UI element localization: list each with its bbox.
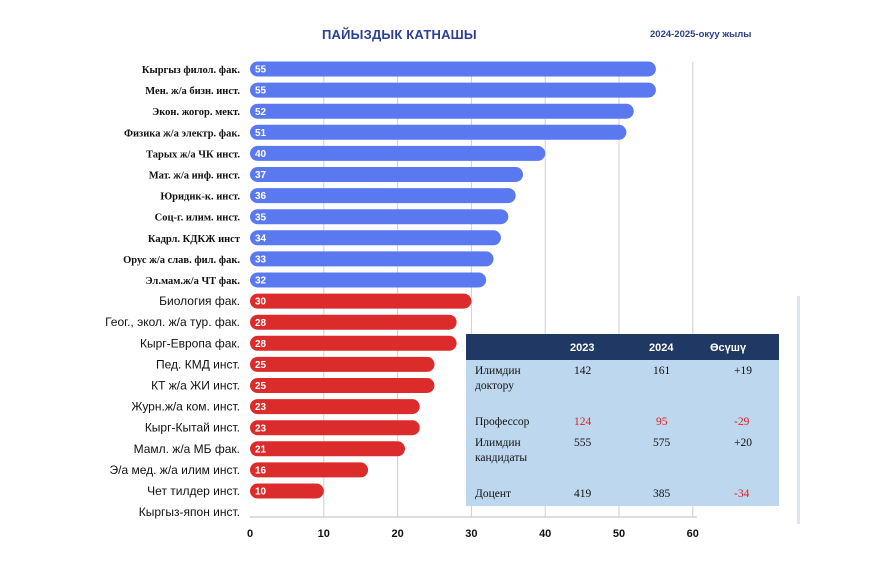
row-label: доктору xyxy=(475,380,515,392)
bar xyxy=(250,82,656,98)
cell-2024: 161 xyxy=(653,365,671,377)
bar xyxy=(250,314,457,330)
bar xyxy=(250,378,435,393)
row-label: Профессор xyxy=(475,416,530,428)
category-label: Пед. КМД инст. xyxy=(156,357,240,371)
category-label: Биология фак. xyxy=(159,294,240,308)
category-label: Кыргыз филол. фак. xyxy=(142,65,240,76)
bar xyxy=(250,61,656,77)
category-label: Чет тилдер инст. xyxy=(147,484,240,498)
header-growth: Өсүшү xyxy=(710,342,747,354)
category-label: КТ ж/а ЖИ инст. xyxy=(151,379,240,393)
category-label: Мамл. ж/а МБ фак. xyxy=(134,442,240,456)
bar-value-label: 33 xyxy=(255,255,267,266)
bar xyxy=(250,441,405,457)
bar-value-label: 10 xyxy=(255,487,267,498)
bar-value-label: 35 xyxy=(255,212,267,223)
category-label: Кадрл. КДКЖ инст xyxy=(148,234,241,245)
bar xyxy=(250,462,369,478)
bar-value-label: 40 xyxy=(255,149,267,160)
cell-2023: 124 xyxy=(574,416,592,428)
x-tick-label: 30 xyxy=(465,528,477,540)
cell-growth: -29 xyxy=(734,416,750,428)
bar-value-label: 52 xyxy=(255,107,267,118)
x-tick-label: 60 xyxy=(687,528,699,540)
x-tick-label: 10 xyxy=(318,528,330,540)
category-label: Мен. ж/а бизн. инст. xyxy=(145,86,240,97)
category-label: Физика ж/а электр. фак. xyxy=(124,128,240,139)
bar-value-label: 32 xyxy=(255,276,267,287)
bar-value-label: 23 xyxy=(255,423,267,434)
table-header-row: 2023 2024 Өсүшү xyxy=(466,336,779,360)
bar xyxy=(250,209,509,225)
bar-value-label: 34 xyxy=(255,233,267,244)
bar-value-label: 25 xyxy=(255,381,267,392)
header-2023: 2023 xyxy=(570,342,595,354)
bar xyxy=(250,251,494,267)
row-label: кандидаты xyxy=(475,452,528,464)
bar xyxy=(250,272,487,288)
category-label: Тарых ж/а ЧК инст. xyxy=(146,149,240,160)
cell-growth: +20 xyxy=(734,437,752,449)
cell-growth: -34 xyxy=(734,488,750,500)
bar xyxy=(250,188,516,204)
bar xyxy=(250,293,472,309)
category-label: Экон. жогор. мект. xyxy=(152,107,240,118)
category-label: Кыргыз-япон инст. xyxy=(139,505,240,519)
panel-edge xyxy=(797,296,800,524)
category-label: Кырг-Европа фак. xyxy=(140,336,240,350)
bar-value-label: 16 xyxy=(255,466,267,477)
bar-value-label: 37 xyxy=(255,170,267,181)
bar-value-label: 21 xyxy=(255,444,267,455)
bar-value-label: 30 xyxy=(255,297,267,308)
x-tick-label: 40 xyxy=(539,528,551,540)
x-tick-label: 20 xyxy=(391,528,403,540)
category-label: Кырг-Кытай инст. xyxy=(145,421,240,435)
bar xyxy=(250,103,634,119)
bar-value-label: 25 xyxy=(255,360,267,371)
cell-2024: 95 xyxy=(656,416,668,428)
bar xyxy=(250,230,501,246)
category-label: Юридик-к. инст. xyxy=(160,192,240,203)
x-tick-label: 50 xyxy=(613,528,625,540)
category-label: Журн.ж/а ком. инст. xyxy=(131,400,240,414)
x-tick-label: 0 xyxy=(247,528,253,540)
bar xyxy=(250,145,546,161)
category-label: Мат. ж/а инф. инст. xyxy=(149,171,241,182)
row-label: Илимдин xyxy=(475,437,521,449)
row-label: Илимдин xyxy=(475,365,521,377)
category-label: Соц-г. илим. инст. xyxy=(155,213,241,224)
bar xyxy=(250,167,524,182)
bar-value-label: 55 xyxy=(255,86,267,97)
bar-value-label: 23 xyxy=(255,402,267,413)
bar xyxy=(250,399,420,415)
category-label: Орус ж/а слав. фил. фак. xyxy=(123,255,240,266)
cell-2024: 575 xyxy=(653,437,671,449)
category-label: Геог., экол. ж/а тур. фак. xyxy=(105,315,240,329)
cell-2023: 555 xyxy=(574,437,592,449)
stats-table: 2023 2024 Өсүшү Илимдин доктору 142 161 … xyxy=(466,334,779,506)
cell-2024: 385 xyxy=(653,488,671,500)
row-label: Доцент xyxy=(475,488,512,500)
chart-subtitle: 2024-2025-окуу жылы xyxy=(650,29,752,40)
header-2024: 2024 xyxy=(649,342,674,354)
bar-value-label: 28 xyxy=(255,339,267,350)
bar xyxy=(250,420,420,436)
bar-value-label: 28 xyxy=(255,318,267,329)
bar-value-label: 55 xyxy=(255,65,267,76)
chart-title: ПАЙЫЗДЫК КАТНАШЫ xyxy=(322,27,477,42)
cell-2023: 142 xyxy=(574,365,592,377)
cell-growth: +19 xyxy=(734,365,752,377)
bar xyxy=(250,124,627,140)
bar xyxy=(250,356,435,372)
bar-value-label: 36 xyxy=(255,191,267,202)
category-label: Э/а мед. ж/а илим инст. xyxy=(110,463,241,477)
bar xyxy=(250,483,324,499)
category-label: Эл.мам.ж/а ЧТ фак. xyxy=(145,276,240,287)
bar xyxy=(250,335,457,351)
bar-value-label: 51 xyxy=(255,128,267,139)
cell-2023: 419 xyxy=(574,488,592,500)
